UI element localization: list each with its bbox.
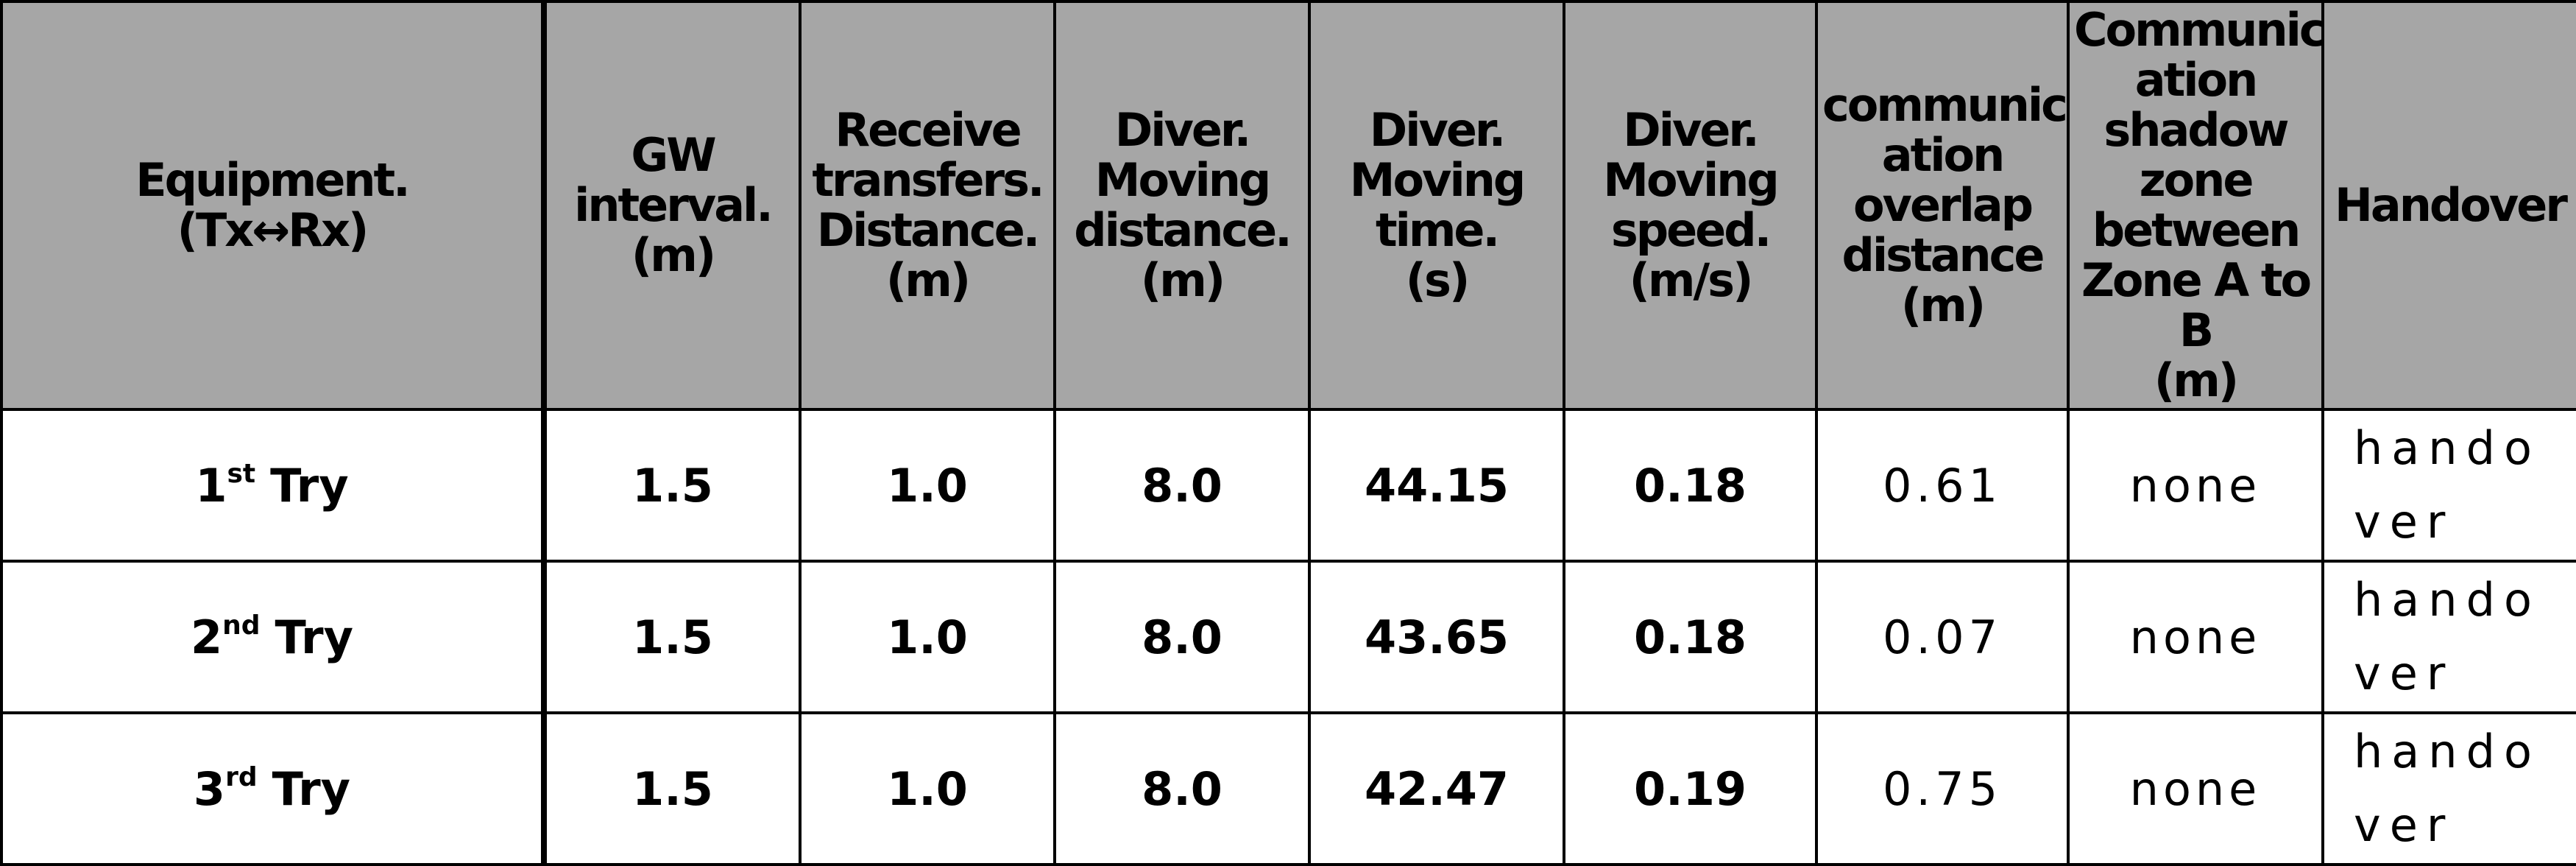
header-line: Diver. [1114, 103, 1251, 157]
header-line: transfers. [812, 153, 1044, 207]
header-line: Moving [1349, 153, 1526, 207]
table-cell: none [2067, 711, 2324, 866]
header-line: Equipment. [135, 153, 411, 207]
table-cell: handover [2321, 560, 2576, 714]
table-cell: 8.0 [1053, 711, 1311, 866]
header-line: (Tx↔Rx) [177, 203, 369, 257]
try-word: Try [272, 761, 351, 816]
table-row: 3rd Try 1.5 1.0 8.0 42.47 0.19 0.75 none handover [0, 711, 2576, 866]
ordinal-number: 3 [193, 761, 226, 816]
table-cell: 0.61 [1815, 408, 2070, 563]
header-line: zone [2139, 153, 2254, 207]
table-cell: 1.0 [799, 560, 1056, 714]
table-cell: none [2067, 560, 2324, 714]
header-line: (m) [885, 253, 971, 307]
try-word: Try [275, 610, 354, 664]
header-line: distance. [1074, 203, 1292, 257]
header-line: ation [2134, 53, 2258, 107]
table-cell: 1.0 [799, 408, 1056, 563]
table-cell: 0.19 [1563, 711, 1818, 866]
header-line: B [2179, 303, 2214, 357]
table-cell: 1.0 [799, 711, 1056, 866]
header-line: distance [1841, 228, 2045, 282]
header-line: GW [631, 128, 716, 182]
header-line: speed. [1610, 203, 1772, 257]
table-cell: 1.5 [542, 711, 802, 866]
header-line: Zone A to [2081, 253, 2312, 307]
header-cell: Diver. Moving speed. (m/s) [1563, 0, 1818, 411]
header-cell: Receive transfers. Distance. (m) [799, 0, 1056, 411]
header-cell: Equipment. (Tx↔Rx) [0, 0, 547, 411]
header-line: (s) [1405, 253, 1471, 307]
table-cell: 0.75 [1815, 711, 2070, 866]
header-line: (m) [2154, 353, 2239, 407]
header-line: between [2092, 203, 2301, 257]
table-cell: 8.0 [1053, 408, 1311, 563]
header-line: Distance. [816, 203, 1041, 257]
header-line: shadow [2103, 103, 2289, 157]
table-cell: handover [2321, 408, 2576, 563]
ordinal-suffix: st [227, 458, 256, 489]
header-line: (m/s) [1629, 253, 1754, 307]
table-row: 1st Try 1.5 1.0 8.0 44.15 0.18 0.61 none handover [0, 408, 2576, 563]
header-row: Equipment. (Tx↔Rx) GW interval. (m) Receive tr… [0, 0, 2576, 411]
header-line: Communic [2074, 3, 2323, 57]
header-cell: communic ation overlap distance (m) [1815, 0, 2070, 411]
header-cell: Diver. Moving time. (s) [1308, 0, 1565, 411]
table-cell: 1.5 [542, 408, 802, 563]
table-cell: 42.47 [1308, 711, 1565, 866]
header-cell: Handover [2321, 0, 2576, 411]
table-cell: 0.07 [1815, 560, 2070, 714]
table-cell: 43.65 [1308, 560, 1565, 714]
header-line: overlap [1853, 178, 2034, 232]
table-row: 2nd Try 1.5 1.0 8.0 43.65 0.18 0.07 none handover [0, 560, 2576, 714]
header-line: Diver. [1623, 103, 1759, 157]
table-header: Equipment. (Tx↔Rx) GW interval. (m) Receive tr… [0, 0, 2576, 411]
table-cell: 1.5 [542, 560, 802, 714]
table-cell: handover [2321, 711, 2576, 866]
header-line: (m) [1900, 278, 1986, 332]
try-word: Try [270, 458, 349, 513]
header-line: time. [1375, 203, 1500, 257]
header-line: Diver. [1369, 103, 1506, 157]
header-cell: GW interval. (m) [542, 0, 802, 411]
ordinal-number: 2 [190, 610, 223, 664]
ordinal-suffix: rd [225, 761, 258, 792]
table-cell: 0.18 [1563, 560, 1818, 714]
header-line: Moving [1094, 153, 1271, 207]
header-line: interval. [574, 178, 774, 232]
ordinal-suffix: nd [222, 610, 261, 641]
table-cell: 8.0 [1053, 560, 1311, 714]
header-cell: Communic ation shadow zone between Zone A to B… [2067, 0, 2324, 411]
header-line: (m) [1140, 253, 1225, 307]
table-cell: none [2067, 408, 2324, 563]
header-line: (m) [631, 228, 716, 282]
table-cell: 44.15 [1308, 408, 1565, 563]
header-line: ation [1881, 128, 2005, 182]
table-body: 1st Try 1.5 1.0 8.0 44.15 0.18 0.61 none handover… [0, 408, 2576, 866]
header-cell: Diver. Moving distance. (m) [1053, 0, 1311, 411]
table-cell: 0.18 [1563, 408, 1818, 563]
table-cell: 1st Try [0, 408, 547, 563]
header-line: Handover [2335, 178, 2568, 232]
header-line: communic [1822, 78, 2066, 132]
table-cell: 2nd Try [0, 560, 547, 714]
header-line: Moving [1603, 153, 1779, 207]
ordinal-number: 1 [195, 458, 227, 513]
table-cell: 3rd Try [0, 711, 547, 866]
header-line: Receive [835, 103, 1022, 157]
